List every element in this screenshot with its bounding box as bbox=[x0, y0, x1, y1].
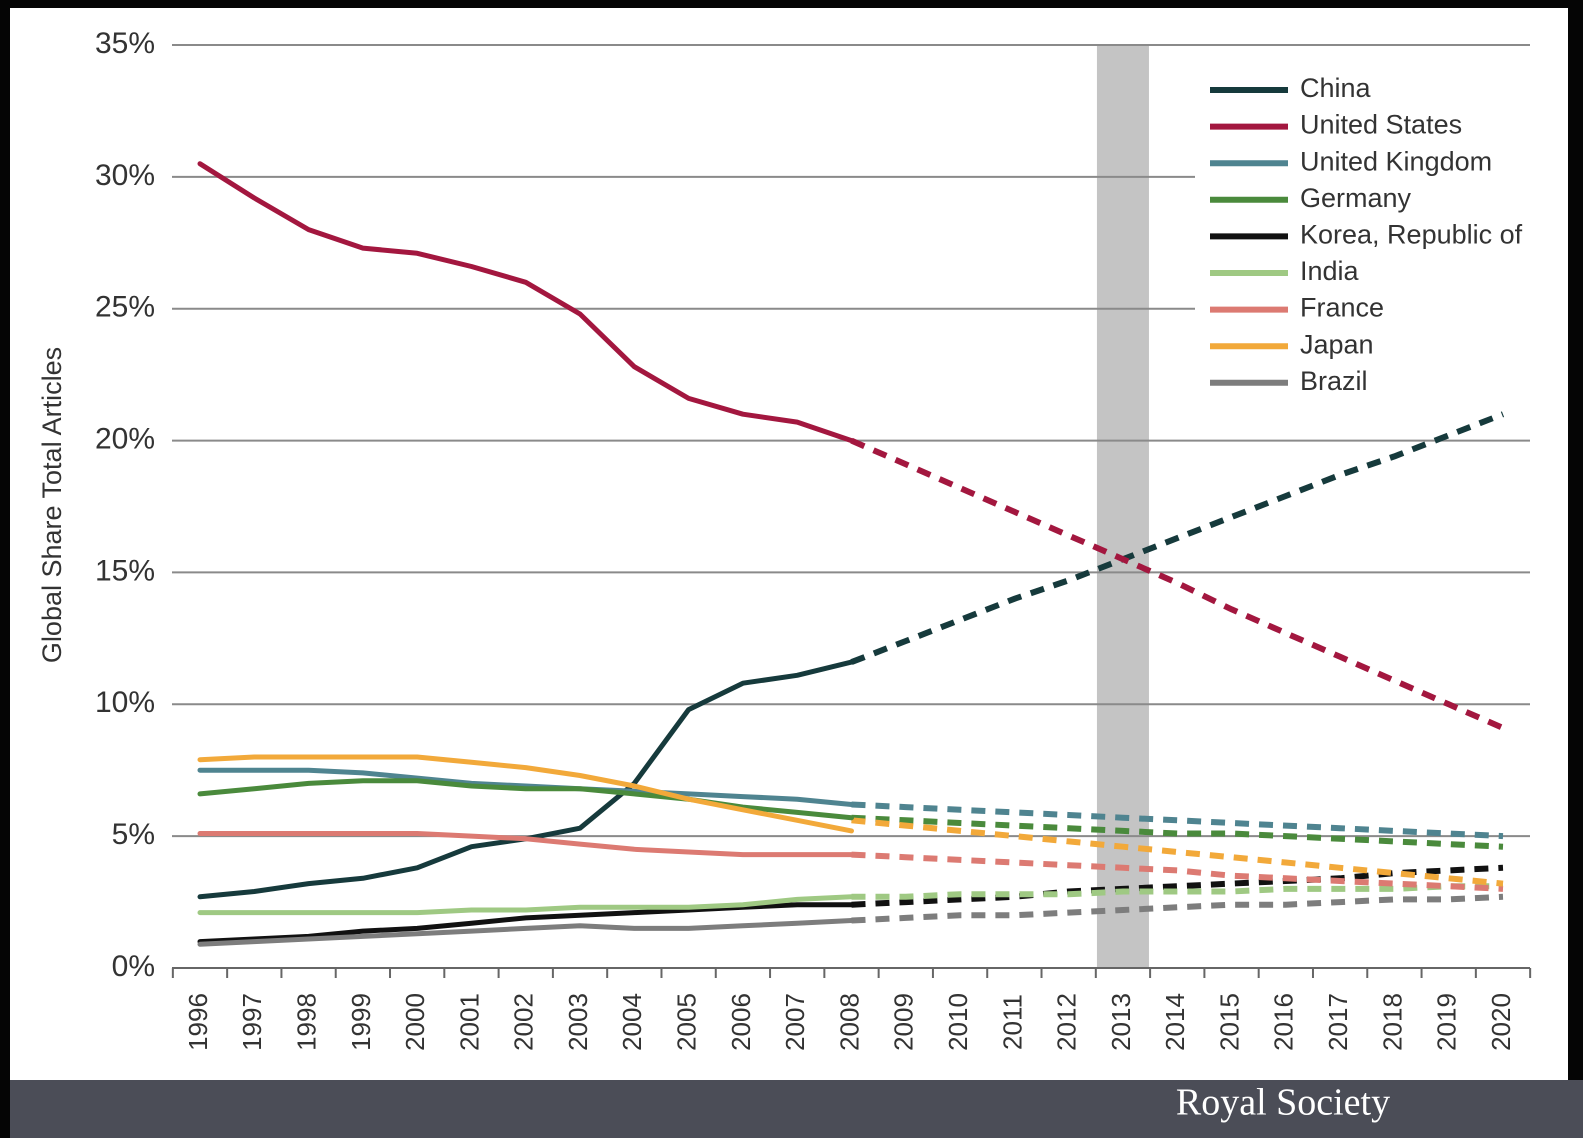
projection-line bbox=[851, 801, 1504, 840]
projection-line bbox=[851, 817, 1504, 887]
y-tick-label: 20% bbox=[95, 422, 155, 455]
x-tick-label: 1996 bbox=[183, 993, 213, 1051]
series-line bbox=[197, 894, 854, 916]
legend-label: United States bbox=[1300, 110, 1462, 140]
x-tick-label: 2015 bbox=[1214, 993, 1244, 1051]
x-tick-label: 2003 bbox=[563, 993, 593, 1051]
x-tick-label: 2000 bbox=[400, 993, 430, 1051]
x-tick-label: 2002 bbox=[509, 993, 539, 1051]
x-tick-label: 2007 bbox=[780, 993, 810, 1051]
legend-label: Japan bbox=[1300, 329, 1374, 359]
projection-line bbox=[851, 893, 1504, 924]
series-line bbox=[197, 778, 854, 821]
x-tick-label: 2010 bbox=[943, 993, 973, 1051]
x-tick-label: 2008 bbox=[834, 993, 864, 1051]
x-tick-label: 2013 bbox=[1106, 993, 1136, 1051]
y-axis-label: Global Share Total Articles bbox=[37, 347, 67, 663]
highlight-band bbox=[1096, 45, 1149, 968]
legend-label: India bbox=[1300, 256, 1360, 286]
y-tick-label: 30% bbox=[95, 159, 155, 192]
legend-label: Brazil bbox=[1300, 366, 1368, 396]
x-tick-label: 2016 bbox=[1269, 993, 1299, 1051]
projection-line bbox=[851, 864, 1504, 908]
footer-bar bbox=[10, 1080, 1583, 1138]
y-tick-label: 35% bbox=[95, 27, 155, 60]
series-line bbox=[197, 831, 854, 858]
series-line bbox=[197, 918, 854, 947]
x-tick-label: 2011 bbox=[997, 994, 1027, 1050]
projection-line bbox=[851, 851, 1504, 892]
x-tick-label: 2014 bbox=[1160, 993, 1190, 1051]
series-line bbox=[197, 754, 854, 834]
x-tick-label: 2017 bbox=[1323, 993, 1353, 1051]
x-tick-label: 2018 bbox=[1377, 993, 1407, 1051]
y-tick-label: 25% bbox=[95, 291, 155, 324]
projection-line bbox=[851, 883, 1503, 900]
legend-label: Korea, Republic of bbox=[1300, 220, 1523, 250]
x-tick-label: 2020 bbox=[1486, 993, 1516, 1051]
source: Royal Society bbox=[1176, 1082, 1390, 1124]
legend-label: France bbox=[1300, 293, 1384, 323]
y-tick-label: 0% bbox=[112, 950, 155, 983]
y-tick-label: 15% bbox=[95, 554, 155, 587]
legend-label: Germany bbox=[1300, 183, 1412, 213]
x-tick-label: 2006 bbox=[726, 993, 756, 1051]
x-tick-label: 2009 bbox=[889, 993, 919, 1051]
x-tick-label: 2005 bbox=[672, 993, 702, 1051]
y-tick-label: 10% bbox=[95, 686, 155, 719]
legend-label: China bbox=[1300, 73, 1372, 103]
projection-line bbox=[850, 411, 1505, 665]
y-tick-label: 5% bbox=[112, 818, 155, 851]
x-tick-label: 2019 bbox=[1432, 993, 1462, 1051]
x-tick-label: 2004 bbox=[617, 993, 647, 1051]
series-line bbox=[197, 161, 854, 444]
x-tick-label: 1998 bbox=[291, 993, 321, 1051]
legend-label: United Kingdom bbox=[1300, 146, 1492, 176]
series-line bbox=[197, 902, 854, 945]
series-line bbox=[197, 767, 854, 807]
x-tick-label: 2001 bbox=[454, 993, 484, 1051]
projection-line bbox=[851, 814, 1504, 850]
x-tick-label: 1997 bbox=[237, 993, 267, 1051]
x-tick-label: 1999 bbox=[346, 993, 376, 1051]
x-tick-label: 2012 bbox=[1052, 993, 1082, 1051]
